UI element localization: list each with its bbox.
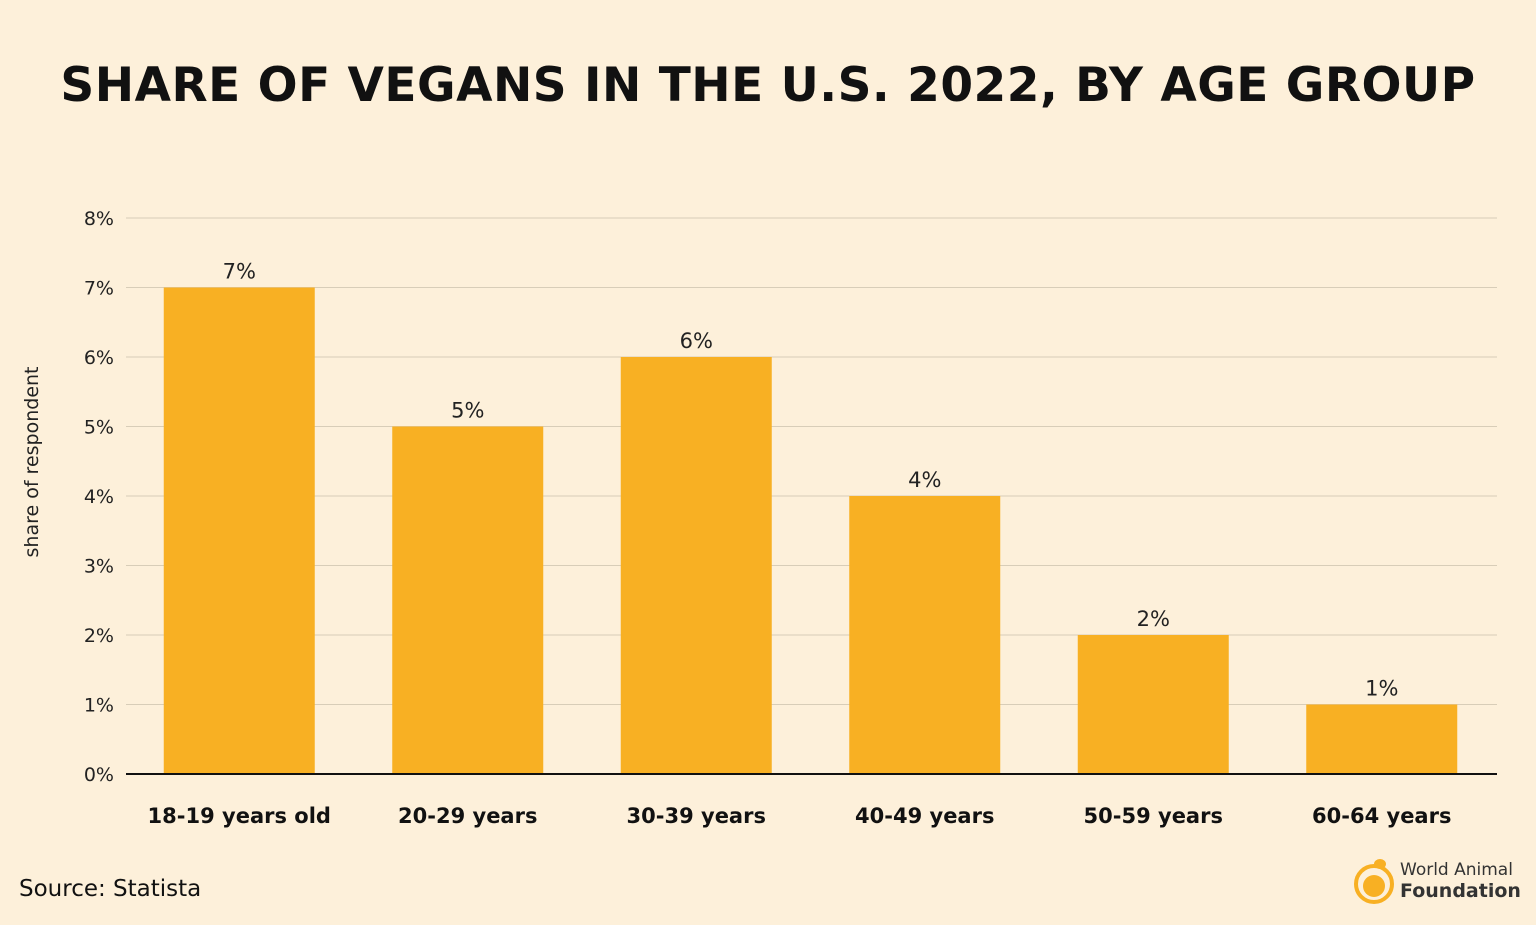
y-tick-label: 4%	[84, 486, 114, 508]
bar	[392, 426, 544, 774]
y-tick-label: 2%	[84, 625, 114, 647]
source-note: Source: Statista	[19, 876, 202, 902]
logo-line2: Foundation	[1400, 880, 1521, 902]
x-tick-label: 40-49 years	[855, 804, 994, 828]
bar	[849, 496, 1001, 774]
data-label: 1%	[1365, 677, 1398, 701]
logo: World Animal Foundation	[1352, 856, 1521, 906]
y-tick-label: 0%	[84, 764, 114, 786]
animal-logo-icon	[1354, 859, 1394, 904]
chart-title: SHARE OF VEGANS IN THE U.S. 2022, BY AGE…	[60, 58, 1476, 113]
x-tick-label: 18-19 years old	[148, 804, 331, 828]
bar	[163, 287, 315, 774]
x-tick-label: 20-29 years	[398, 804, 537, 828]
y-tick-label: 7%	[84, 278, 114, 300]
data-label: 6%	[680, 329, 713, 353]
logo-line1: World Animal	[1400, 860, 1513, 880]
data-label: 4%	[908, 468, 941, 492]
bar	[1077, 635, 1229, 774]
y-axis-label: share of respondent	[21, 366, 43, 557]
x-tick-label: 60-64 years	[1312, 804, 1451, 828]
y-tick-label: 8%	[84, 208, 114, 230]
x-tick-label: 30-39 years	[627, 804, 766, 828]
y-tick-label: 6%	[84, 347, 114, 369]
bar	[1306, 704, 1458, 774]
y-tick-label: 3%	[84, 556, 114, 578]
y-tick-label: 5%	[84, 417, 114, 439]
bar	[620, 357, 772, 774]
data-label: 2%	[1137, 607, 1170, 631]
data-label: 5%	[451, 399, 484, 423]
data-label: 7%	[223, 260, 256, 284]
x-tick-label: 50-59 years	[1084, 804, 1223, 828]
y-tick-label: 1%	[84, 695, 114, 717]
